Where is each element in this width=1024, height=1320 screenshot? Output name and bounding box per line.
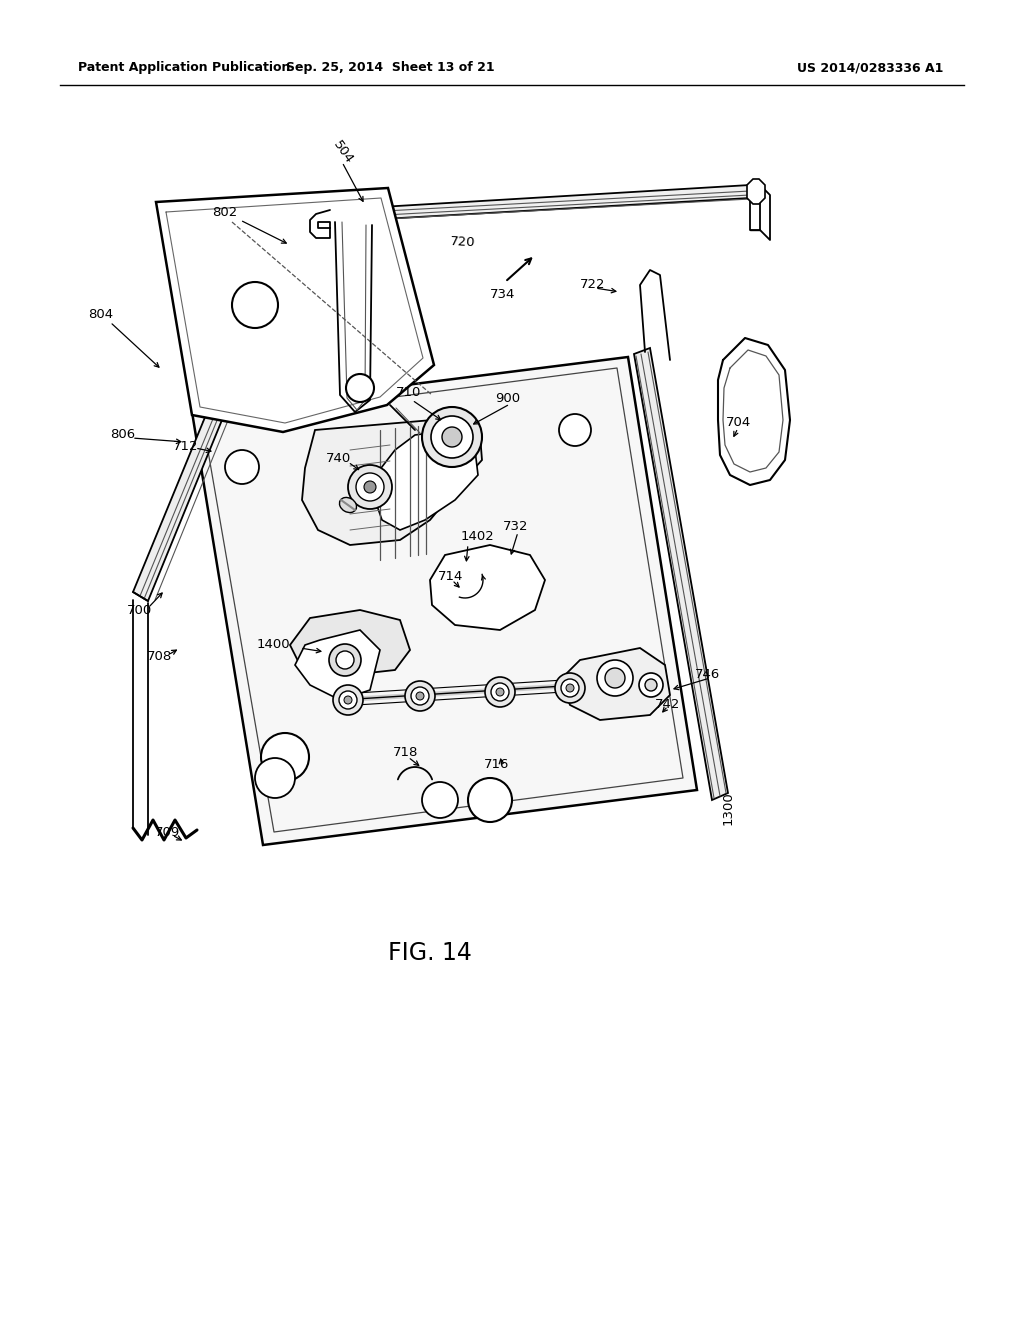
Circle shape <box>364 480 376 492</box>
Circle shape <box>261 733 309 781</box>
Circle shape <box>490 682 509 701</box>
Circle shape <box>442 426 462 447</box>
Circle shape <box>496 688 504 696</box>
Polygon shape <box>193 356 697 845</box>
Circle shape <box>485 677 515 708</box>
Circle shape <box>468 777 512 822</box>
Text: FIG. 14: FIG. 14 <box>388 941 472 965</box>
Text: 742: 742 <box>655 698 680 711</box>
Circle shape <box>346 374 374 403</box>
Text: 700: 700 <box>127 603 153 616</box>
Circle shape <box>348 465 392 510</box>
Text: 806: 806 <box>110 429 135 441</box>
Circle shape <box>344 696 352 704</box>
Circle shape <box>639 673 663 697</box>
Text: 709: 709 <box>155 825 180 838</box>
Circle shape <box>422 407 482 467</box>
Polygon shape <box>375 430 478 531</box>
Text: Sep. 25, 2014  Sheet 13 of 21: Sep. 25, 2014 Sheet 13 of 21 <box>286 62 495 74</box>
Text: 714: 714 <box>438 569 464 582</box>
Circle shape <box>597 660 633 696</box>
Polygon shape <box>290 610 410 675</box>
Circle shape <box>566 684 574 692</box>
Circle shape <box>336 651 354 669</box>
Circle shape <box>406 681 435 711</box>
Circle shape <box>605 668 625 688</box>
Circle shape <box>356 473 384 502</box>
Text: 740: 740 <box>326 451 351 465</box>
Text: 504: 504 <box>330 137 355 166</box>
Circle shape <box>559 414 591 446</box>
Circle shape <box>555 673 585 704</box>
Text: 1400: 1400 <box>257 638 291 651</box>
Text: 1300: 1300 <box>722 791 735 825</box>
Circle shape <box>431 416 473 458</box>
Circle shape <box>329 644 361 676</box>
Text: 708: 708 <box>147 649 172 663</box>
Text: 732: 732 <box>503 520 528 533</box>
Text: 722: 722 <box>580 279 605 292</box>
Circle shape <box>416 692 424 700</box>
Text: 716: 716 <box>484 759 509 771</box>
Text: 734: 734 <box>490 288 515 301</box>
Circle shape <box>411 686 429 705</box>
Text: 746: 746 <box>695 668 720 681</box>
Text: 718: 718 <box>393 746 419 759</box>
Polygon shape <box>430 545 545 630</box>
Text: 712: 712 <box>173 441 199 454</box>
Circle shape <box>422 781 458 818</box>
Polygon shape <box>330 185 750 222</box>
Circle shape <box>339 690 357 709</box>
Polygon shape <box>156 187 434 432</box>
Polygon shape <box>560 648 670 719</box>
Circle shape <box>561 678 579 697</box>
Text: 720: 720 <box>450 235 476 249</box>
Polygon shape <box>634 348 728 800</box>
Circle shape <box>232 282 278 327</box>
Text: 804: 804 <box>88 309 113 322</box>
Text: 710: 710 <box>396 385 421 399</box>
Polygon shape <box>295 630 380 700</box>
Polygon shape <box>302 418 482 545</box>
Polygon shape <box>133 275 278 601</box>
Text: 900: 900 <box>495 392 520 404</box>
Text: US 2014/0283336 A1: US 2014/0283336 A1 <box>797 62 943 74</box>
Text: 704: 704 <box>726 416 752 429</box>
Ellipse shape <box>340 498 356 512</box>
Text: 1402: 1402 <box>461 531 495 544</box>
Polygon shape <box>746 180 765 205</box>
Text: 802: 802 <box>212 206 238 219</box>
Text: Patent Application Publication: Patent Application Publication <box>78 62 291 74</box>
Circle shape <box>255 758 295 799</box>
Circle shape <box>645 678 657 690</box>
Circle shape <box>225 450 259 484</box>
Circle shape <box>333 685 362 715</box>
